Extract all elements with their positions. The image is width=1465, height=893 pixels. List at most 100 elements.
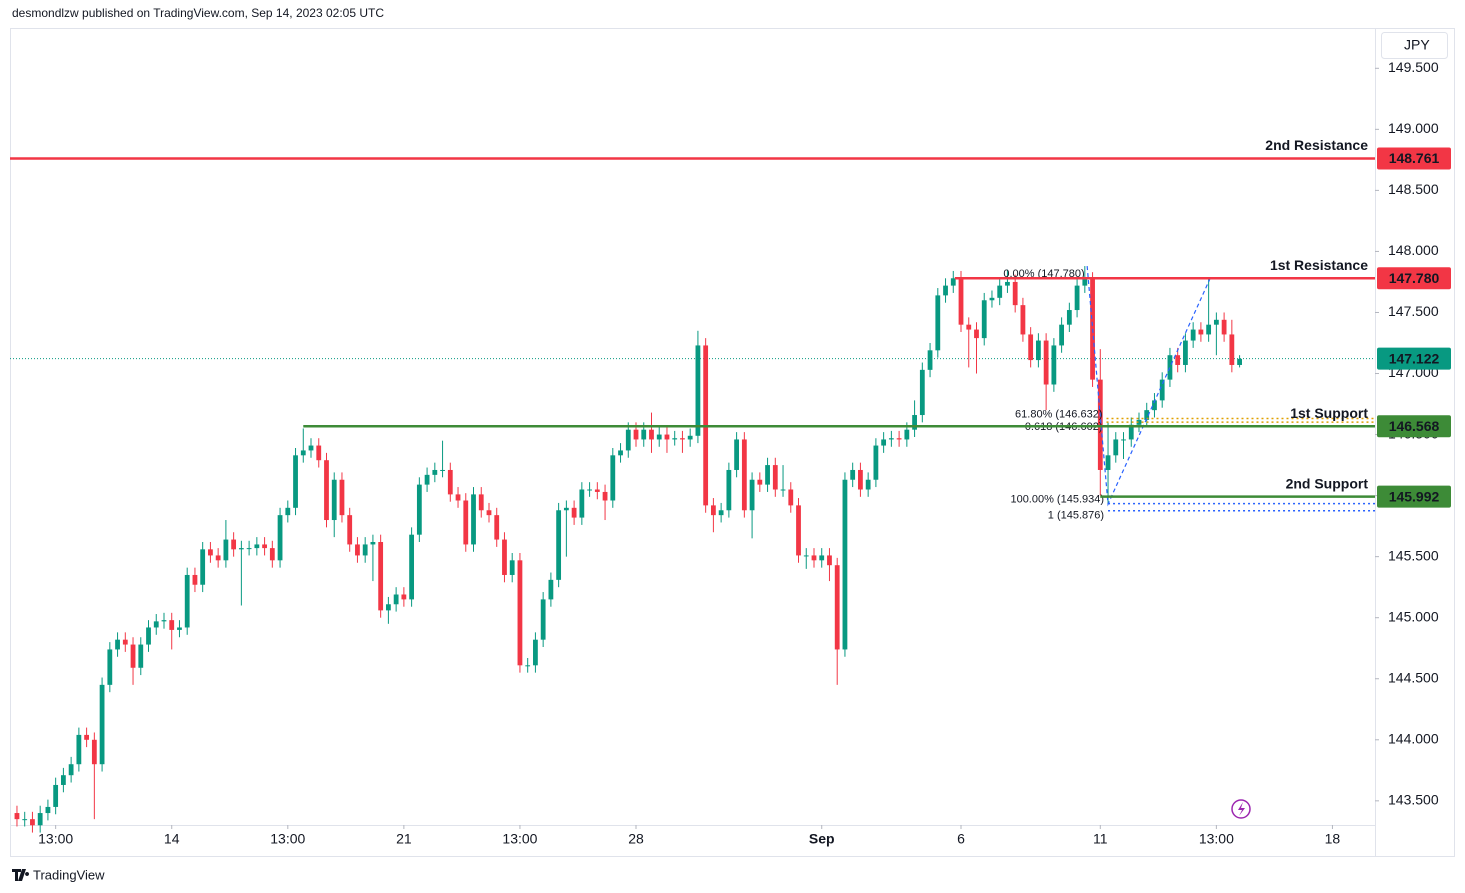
candle-body xyxy=(912,415,917,430)
candle-body xyxy=(850,469,856,480)
candle-body xyxy=(989,297,995,301)
candle-body xyxy=(594,489,600,492)
candle-body xyxy=(571,507,577,518)
candle-body xyxy=(215,555,221,561)
price-badge xyxy=(1377,415,1451,438)
candle-body xyxy=(184,574,190,628)
fib-label: 61.80% (146.632) xyxy=(1015,408,1102,420)
candle-body xyxy=(416,484,422,535)
candle-body xyxy=(502,539,507,575)
candle-body xyxy=(757,479,763,485)
candle-body xyxy=(107,649,113,685)
brand-logo xyxy=(12,869,30,881)
pattern-line xyxy=(1086,266,1211,507)
candle-body xyxy=(780,489,786,491)
candle-body xyxy=(1175,355,1181,365)
candle-body xyxy=(393,594,399,605)
candle-body xyxy=(1198,329,1204,335)
candle-body xyxy=(625,429,631,451)
x-tick-label: 6 xyxy=(957,831,965,847)
candle-body xyxy=(741,439,747,511)
x-tick-label: 13:00 xyxy=(1199,831,1234,847)
candle-body xyxy=(1059,324,1065,346)
candle-body xyxy=(533,639,538,666)
candle-body xyxy=(517,560,523,666)
candle-body xyxy=(331,479,337,521)
candle-body xyxy=(432,469,438,475)
candle-body xyxy=(300,450,306,456)
candle-body xyxy=(811,555,817,561)
alert-bolt xyxy=(1238,802,1245,816)
candle-body xyxy=(324,460,329,521)
y-tick-label: 145.500 xyxy=(1388,547,1439,563)
y-tick-label: 148.000 xyxy=(1388,242,1439,258)
candle-body xyxy=(486,510,492,516)
candle-body xyxy=(734,439,740,470)
candle-body xyxy=(641,429,647,440)
candle-body xyxy=(246,548,252,550)
candle-body xyxy=(873,445,879,480)
candle-body xyxy=(30,819,35,826)
candle-body xyxy=(122,639,128,645)
x-tick-label: 21 xyxy=(396,831,412,847)
candle-body xyxy=(1206,324,1212,335)
y-tick-label: 144.500 xyxy=(1388,669,1439,685)
candle-body xyxy=(1159,379,1165,401)
y-tick-label: 149.000 xyxy=(1388,120,1439,136)
currency-box[interactable] xyxy=(1381,32,1448,59)
chart-frame xyxy=(10,28,1455,857)
candle-body xyxy=(919,369,925,416)
candle-body xyxy=(463,500,469,545)
candle-body xyxy=(1128,424,1134,440)
candle-body xyxy=(53,784,59,807)
candle-body xyxy=(146,627,151,645)
y-tick-label: 149.500 xyxy=(1388,59,1439,75)
candle-body xyxy=(378,542,384,611)
candle-body xyxy=(14,813,20,820)
candle-body xyxy=(556,510,562,580)
candle-body xyxy=(447,469,453,495)
price-badge-text: 147.780 xyxy=(1389,270,1440,286)
candle-body xyxy=(262,544,267,549)
x-tick-label: 13:00 xyxy=(38,831,73,847)
x-tick-label: 14 xyxy=(164,831,180,847)
price-badge xyxy=(1377,485,1451,508)
candle-body xyxy=(1144,410,1150,420)
price-badge xyxy=(1377,267,1451,290)
candle-body xyxy=(37,813,43,826)
candle-body xyxy=(1012,281,1018,306)
candle-body xyxy=(223,539,229,561)
candle-body xyxy=(471,494,476,545)
currency: JPY xyxy=(1404,37,1430,53)
candle-body xyxy=(958,278,964,325)
candle-body xyxy=(633,429,639,440)
candle-body xyxy=(749,479,755,511)
candle-body xyxy=(153,621,159,628)
x-tick-label: 13:00 xyxy=(502,831,537,847)
alert-icon[interactable] xyxy=(1231,799,1251,819)
candle-body xyxy=(316,445,322,461)
x-tick-label: Sep xyxy=(809,831,835,847)
candle-body xyxy=(695,345,701,436)
candle-body xyxy=(718,510,724,516)
candle-body xyxy=(130,644,136,668)
candle-body xyxy=(254,544,260,549)
price-badge-text: 148.761 xyxy=(1389,150,1440,166)
candle-body xyxy=(1167,355,1173,380)
candle-body xyxy=(161,620,167,622)
level-label: 1st Resistance xyxy=(1270,257,1368,273)
price-badge-text: 145.992 xyxy=(1389,488,1440,504)
brand-name: TradingView xyxy=(33,867,105,882)
candle-body xyxy=(277,515,283,561)
candle-body xyxy=(1097,379,1103,470)
candle-body xyxy=(60,775,66,785)
candle-body xyxy=(1113,439,1119,456)
candle-body xyxy=(834,565,840,650)
candle-body xyxy=(1035,340,1041,361)
candle-body xyxy=(904,429,910,440)
candle-body xyxy=(440,469,445,471)
candle-body xyxy=(339,479,345,516)
publish-header: desmondlzw published on TradingView.com,… xyxy=(12,6,384,20)
candle-body xyxy=(563,507,569,511)
